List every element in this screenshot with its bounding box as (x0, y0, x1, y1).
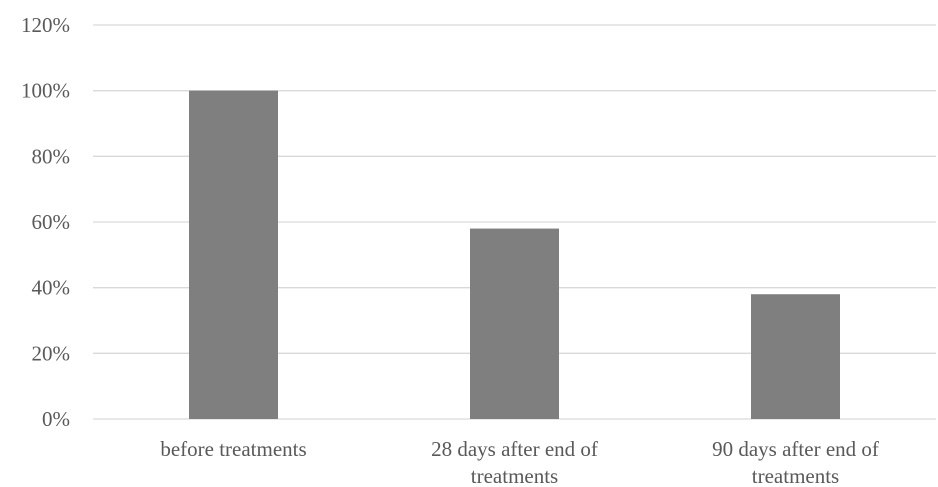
bar (751, 294, 840, 419)
x-category-label-line: before treatments (160, 437, 306, 461)
bar (189, 90, 278, 420)
x-category-label-line: 90 days after end of (712, 437, 879, 461)
y-axis-tick-labels: 0% 20% 40% 60% 80% 100% 120% (21, 13, 70, 431)
x-category-label: 90 days after end of treatments (712, 437, 879, 487)
y-tick-label: 100% (21, 79, 70, 103)
y-tick-label: 20% (32, 341, 71, 365)
x-category-label: 28 days after end of treatments (431, 437, 598, 487)
y-tick-label: 0% (42, 407, 70, 431)
x-category-label: before treatments (160, 437, 306, 461)
y-tick-label: 60% (32, 210, 71, 234)
x-axis-category-labels: before treatments 28 days after end of tre… (160, 437, 879, 487)
bar (470, 228, 559, 419)
x-category-label-line: treatments (752, 464, 839, 487)
bars (189, 90, 840, 420)
x-category-label-line: treatments (471, 464, 558, 487)
x-category-label-line: 28 days after end of (431, 437, 598, 461)
y-tick-label: 80% (32, 144, 71, 168)
y-tick-label: 40% (32, 276, 71, 300)
y-tick-label: 120% (21, 13, 70, 37)
